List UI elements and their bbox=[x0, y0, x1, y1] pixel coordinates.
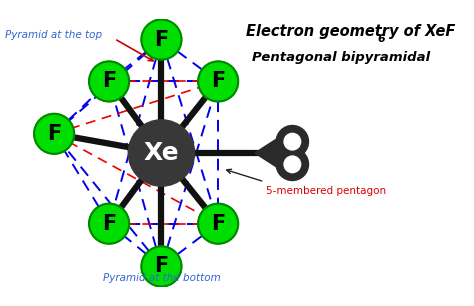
Text: Xe: Xe bbox=[144, 141, 179, 165]
Circle shape bbox=[276, 148, 309, 181]
Text: F: F bbox=[155, 30, 169, 50]
Text: F: F bbox=[211, 71, 225, 91]
Circle shape bbox=[198, 203, 238, 244]
Circle shape bbox=[284, 156, 301, 173]
Circle shape bbox=[34, 114, 74, 154]
Text: F: F bbox=[102, 71, 116, 91]
Circle shape bbox=[89, 203, 129, 244]
Circle shape bbox=[198, 62, 238, 102]
Text: Pyramid at the bottom: Pyramid at the bottom bbox=[103, 273, 221, 283]
Text: Pyramid at the top: Pyramid at the top bbox=[5, 30, 102, 40]
Text: Pentagonal bipyramidal: Pentagonal bipyramidal bbox=[252, 51, 430, 64]
Circle shape bbox=[128, 120, 195, 186]
Circle shape bbox=[276, 125, 309, 158]
Text: 5-membered pentagon: 5-membered pentagon bbox=[266, 185, 386, 196]
Text: F: F bbox=[102, 214, 116, 234]
Polygon shape bbox=[255, 132, 288, 174]
Text: 6: 6 bbox=[377, 34, 385, 44]
Circle shape bbox=[141, 246, 182, 286]
Circle shape bbox=[89, 62, 129, 102]
Circle shape bbox=[284, 133, 301, 150]
Text: Electron geometry of XeF: Electron geometry of XeF bbox=[246, 24, 456, 39]
Text: F: F bbox=[47, 124, 61, 144]
Circle shape bbox=[141, 20, 182, 60]
Text: F: F bbox=[155, 256, 169, 276]
Text: F: F bbox=[211, 214, 225, 234]
